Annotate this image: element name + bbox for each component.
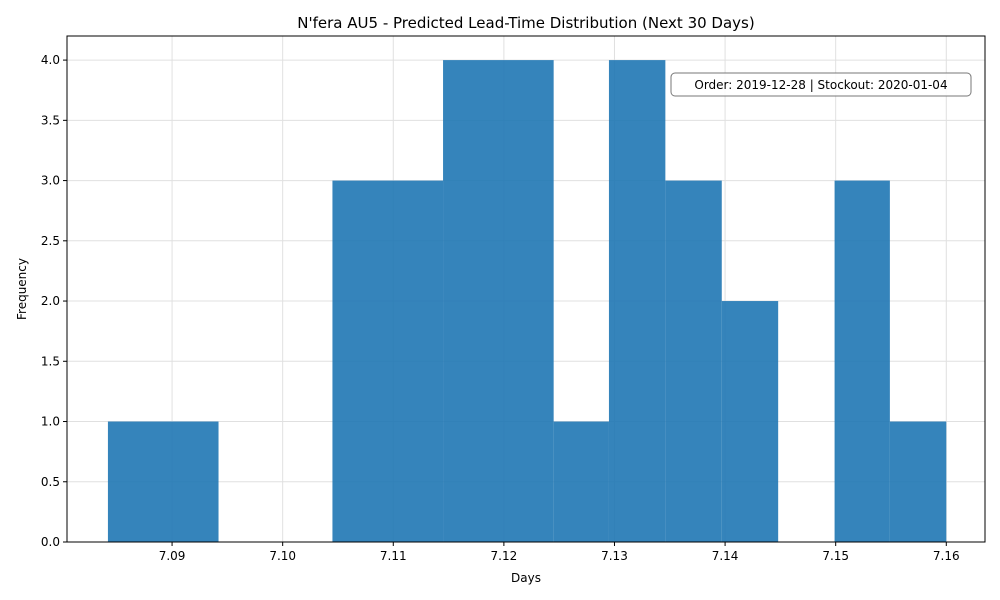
y-axis-ticks: 0.0 0.5 1.0 1.5 2.0 2.5 3.0 3.5 4.0 [41,53,67,549]
x-tick-label: 7.12 [491,549,518,563]
y-tick-label: 3.5 [41,113,60,127]
y-tick-label: 3.0 [41,174,60,188]
x-tick-label: 7.09 [159,549,186,563]
y-tick-label: 2.5 [41,234,60,248]
y-tick-label: 0.0 [41,535,60,549]
histogram-bar [107,421,219,542]
histogram-bars [107,60,947,543]
y-tick-label: 0.5 [41,475,60,489]
histogram-bar [665,180,722,543]
x-tick-label: 7.14 [712,549,739,563]
y-tick-label: 2.0 [41,294,60,308]
y-tick-label: 1.0 [41,415,60,429]
x-tick-label: 7.13 [601,549,628,563]
x-tick-label: 7.15 [822,549,849,563]
histogram-bar [889,421,947,542]
y-tick-label: 1.5 [41,354,60,368]
annotation-text: Order: 2019-12-28 | Stockout: 2020-01-04 [694,78,947,92]
annotation-box: Order: 2019-12-28 | Stockout: 2020-01-04 [670,72,972,97]
histogram-bar [608,60,666,542]
histogram-bar [553,421,609,542]
y-axis-label: Frequency [15,258,29,320]
x-tick-label: 7.10 [269,549,296,563]
y-tick-label: 4.0 [41,53,60,67]
histogram-bar [332,180,444,543]
histogram-bar [721,301,779,542]
chart-title: N'fera AU5 - Predicted Lead-Time Distrib… [297,14,754,32]
x-tick-label: 7.11 [380,549,407,563]
histogram-bar [834,180,890,543]
x-axis-label: Days [511,571,541,585]
x-tick-label: 7.16 [933,549,960,563]
plot-frame [66,35,986,543]
histogram-bar [443,60,554,542]
x-axis-ticks: 7.09 7.10 7.11 7.12 7.13 7.14 7.15 7.16 [159,542,960,563]
